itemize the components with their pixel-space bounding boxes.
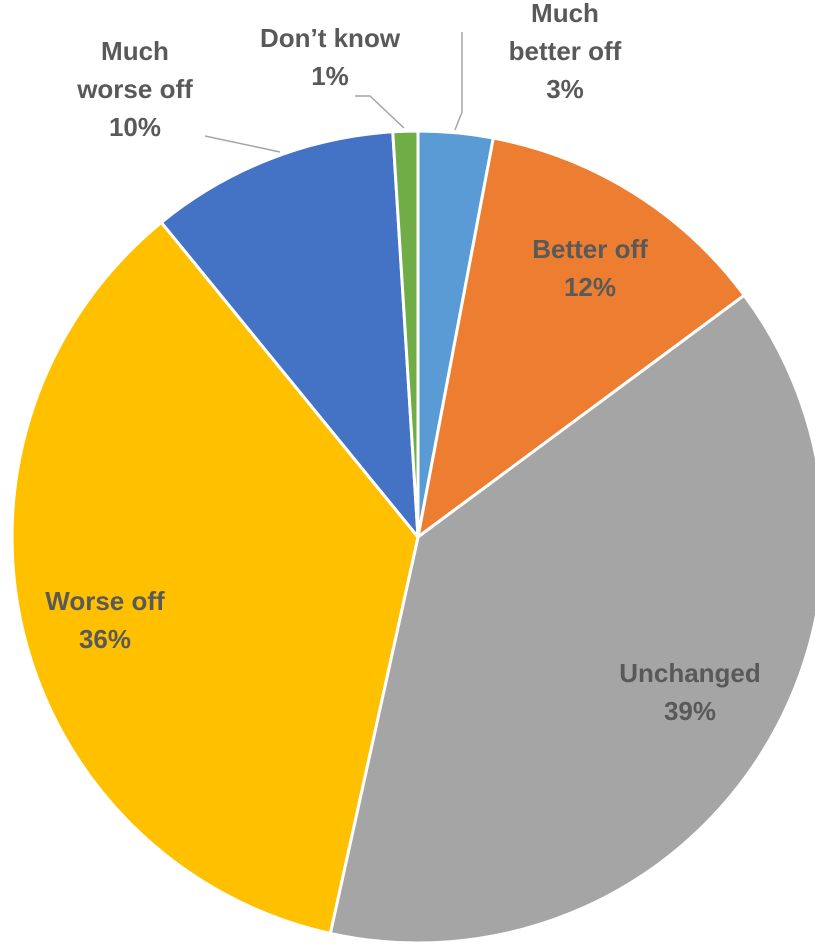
pie-slice-worse-off: [10, 220, 420, 935]
data-label-value: 36%: [79, 624, 131, 654]
pie-slice-unchanged: [328, 293, 815, 945]
leader-line: [204, 135, 281, 153]
pie-slices: [10, 129, 815, 945]
data-label-category: Unchanged: [619, 658, 761, 688]
data-label-value: 12%: [564, 272, 616, 302]
data-label-value: 1%: [311, 61, 349, 91]
data-label-don-t-know: Don’t know 1%: [260, 23, 401, 91]
pie-slice-much-worse-off: [159, 130, 420, 539]
data-label-better-off: Better off 12%: [532, 234, 648, 302]
data-label-category: better off: [509, 36, 622, 66]
leader-line: [355, 95, 405, 129]
data-label-value: 39%: [664, 696, 716, 726]
data-label-category: Much: [531, 0, 599, 28]
leader-lines: [204, 32, 463, 153]
data-label-worse-off: Worse off 36%: [45, 586, 165, 654]
data-label-category: Don’t know: [260, 23, 401, 53]
data-label-unchanged: Unchanged 39%: [619, 658, 761, 726]
data-label-value: 3%: [546, 74, 584, 104]
data-label-much-worse-off: Much worse off 10%: [76, 36, 193, 142]
data-label-category: Better off: [532, 234, 648, 264]
pie-slice-better-off: [416, 136, 746, 539]
data-label-category: worse off: [76, 74, 193, 104]
data-label-much-better-off: Much better off 3%: [509, 0, 622, 104]
data-label-category: Much: [101, 36, 169, 66]
leader-line: [454, 32, 463, 131]
data-label-category: Worse off: [45, 586, 165, 616]
data-label-value: 10%: [109, 112, 161, 142]
pie-slice-don-t-know: [391, 129, 420, 539]
data-labels: Much better off 3% Better off 12% Unchanged 39…: [45, 0, 761, 726]
